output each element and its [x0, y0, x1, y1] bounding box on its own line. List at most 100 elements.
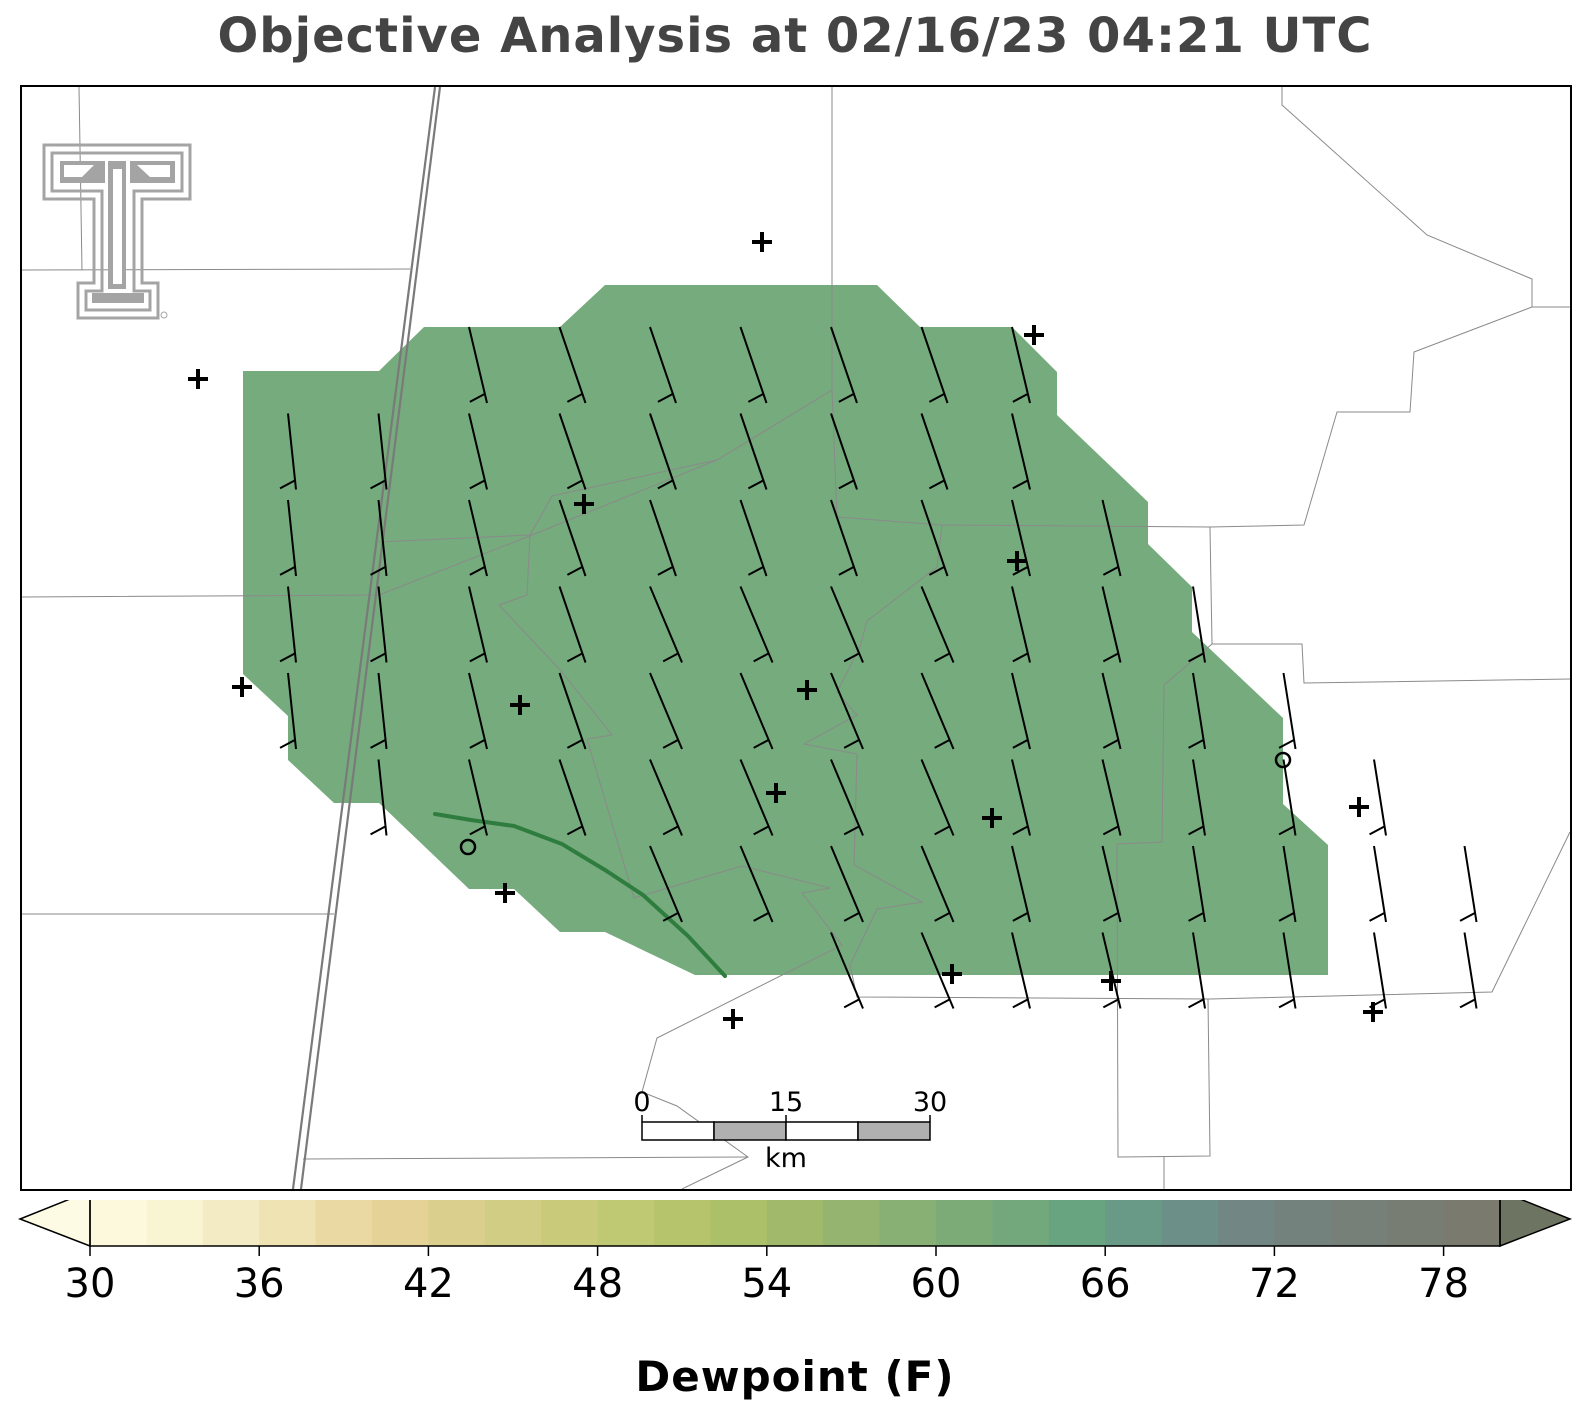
wind-barb — [1101, 932, 1122, 1009]
colorbar-segment — [428, 1200, 486, 1246]
scale-label-30: 30 — [913, 1087, 947, 1118]
wind-barb — [370, 759, 388, 836]
wind-barb — [468, 759, 488, 836]
colorbar-segment — [879, 1200, 937, 1246]
colorbar-segment — [992, 1200, 1050, 1246]
colorbar-tick-label: 60 — [911, 1261, 962, 1307]
colorbar-segment — [1048, 1200, 1106, 1246]
wind-barb — [1101, 586, 1122, 663]
colorbar-segment — [541, 1200, 599, 1246]
state-boundary — [291, 87, 442, 1189]
wind-barb — [1101, 845, 1122, 923]
wind-barb — [558, 586, 587, 663]
station-plus-marker — [766, 783, 786, 803]
wind-barb — [558, 326, 587, 404]
wind-barb — [920, 759, 955, 836]
colorbar-segment — [823, 1200, 881, 1246]
wind-barb — [468, 326, 488, 404]
wind-barb — [468, 586, 488, 663]
wind-barb — [1278, 845, 1297, 923]
wind-barb — [920, 932, 955, 1009]
wind-barb — [739, 326, 768, 404]
wind-barb — [739, 586, 774, 663]
wind-barb — [920, 326, 949, 404]
wind-barb — [1011, 499, 1031, 577]
wind-barb — [370, 499, 388, 577]
scale-bar: 0 15 30 km — [633, 1087, 947, 1174]
wind-barb — [920, 845, 955, 923]
wind-barb — [649, 499, 677, 577]
colorbar-segment — [597, 1200, 655, 1246]
wind-barb — [1369, 845, 1387, 923]
station-plus-marker — [1349, 797, 1369, 817]
wind-barb — [830, 413, 858, 490]
colorbar-segment — [1330, 1200, 1388, 1246]
wind-barb — [558, 672, 587, 750]
station-plus-marker — [574, 494, 594, 514]
station-plus-marker — [232, 677, 252, 697]
wind-barb — [1188, 586, 1206, 663]
wind-barb — [558, 413, 587, 490]
county-line — [1281, 87, 1533, 307]
colorbar-segment — [202, 1200, 260, 1246]
scale-seg — [785, 1121, 859, 1141]
texas-tech-logo — [42, 143, 192, 320]
wind-barb — [1459, 845, 1478, 923]
colorbar-tick-label: 72 — [1249, 1261, 1300, 1307]
map-canvas: 0 15 30 km — [22, 87, 1570, 1189]
wind-barb — [1278, 932, 1297, 1009]
station-marker-layer — [188, 232, 1383, 1029]
station-plus-marker — [797, 680, 817, 700]
county-line — [22, 268, 411, 271]
station-plus-marker — [510, 695, 530, 715]
colorbar-tick-label: 78 — [1418, 1261, 1469, 1307]
wind-barb — [1459, 932, 1478, 1009]
wind-barb — [739, 499, 768, 577]
wind-barb — [649, 672, 683, 750]
wind-barb — [649, 413, 677, 490]
wind-barb — [920, 672, 955, 750]
wind-barb — [279, 499, 297, 577]
colorbar-segment — [1387, 1200, 1445, 1246]
wind-barb — [1278, 672, 1297, 750]
county-line — [831, 306, 1570, 528]
colorbar-segment — [936, 1200, 993, 1246]
wind-barb — [830, 586, 864, 663]
colorbar-extend-high — [1499, 1200, 1573, 1248]
map-panel[interactable]: 0 15 30 km — [20, 85, 1572, 1191]
wind-barb — [830, 759, 864, 836]
wind-barb — [279, 413, 297, 490]
station-plus-marker — [1101, 971, 1121, 991]
station-plus-marker — [1007, 551, 1027, 571]
scale-seg — [713, 1121, 787, 1141]
wind-barb — [1101, 499, 1122, 577]
colorbar-segment — [710, 1200, 768, 1246]
wind-barb — [1011, 932, 1031, 1009]
colorbar-segment — [259, 1200, 317, 1246]
scale-seg — [857, 1121, 931, 1141]
colorbar-segment — [1274, 1200, 1332, 1246]
station-plus-marker — [188, 369, 208, 389]
station-plus-marker — [723, 1009, 743, 1029]
station-plus-marker — [752, 232, 772, 252]
wind-barb — [558, 759, 587, 836]
county-line — [1116, 643, 1213, 1158]
colorbar-segment — [1218, 1200, 1275, 1246]
county-line — [378, 459, 718, 543]
wind-barb — [739, 845, 774, 923]
wind-barb — [830, 326, 858, 404]
wind-barb — [1188, 845, 1206, 923]
calm-station-marker — [1274, 751, 1292, 769]
wind-barb — [370, 672, 388, 750]
map-title: Objective Analysis at 02/16/23 04:21 UTC — [217, 8, 1373, 64]
wind-barb — [1011, 586, 1031, 663]
colorbar-tick-label: 36 — [234, 1261, 285, 1307]
station-plus-marker — [942, 964, 962, 984]
county-line — [1209, 526, 1570, 684]
wind-barb — [1278, 759, 1297, 836]
colorbar-segment — [90, 1200, 147, 1246]
wind-barb — [649, 845, 683, 923]
wind-barb — [370, 586, 388, 663]
wind-barb — [279, 586, 297, 663]
wind-barb — [1011, 413, 1031, 490]
